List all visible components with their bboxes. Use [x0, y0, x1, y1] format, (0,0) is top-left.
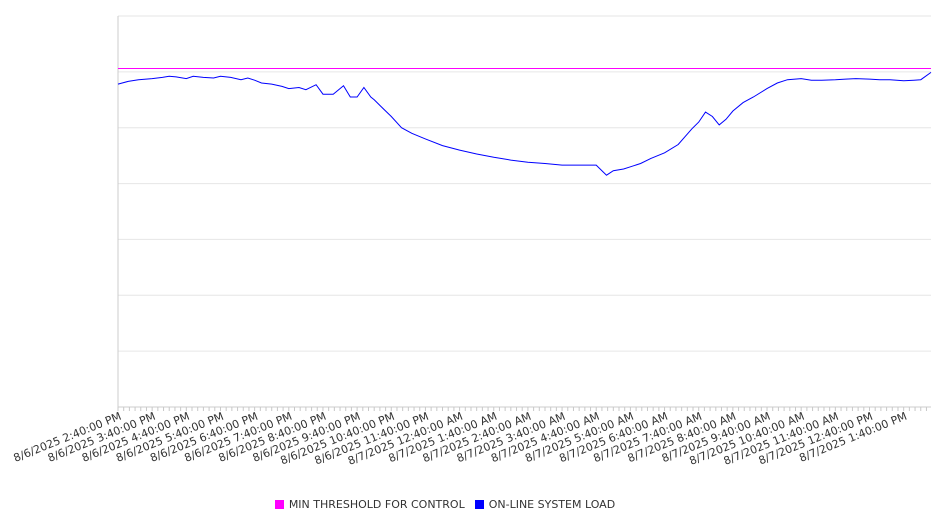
legend-item-system-load[interactable]: ON-LINE SYSTEM LOAD	[474, 498, 616, 511]
legend-item-threshold[interactable]: MIN THRESHOLD FOR CONTROL	[274, 498, 465, 511]
series-group	[117, 68, 932, 176]
legend-label-threshold: MIN THRESHOLD FOR CONTROL	[288, 498, 465, 511]
legend-label-system-load: ON-LINE SYSTEM LOAD	[488, 498, 616, 511]
legend: MIN THRESHOLD FOR CONTROL ON-LINE SYSTEM…	[0, 498, 890, 511]
legend-swatch-threshold	[274, 500, 284, 509]
legend-swatch-system-load	[474, 500, 484, 509]
system-load-line	[117, 71, 932, 176]
grid	[118, 15, 931, 352]
minor-ticks	[117, 407, 927, 411]
x-tick-labels: 8/6/2025 2:40:00 PM8/6/2025 3:40:00 PM8/…	[12, 410, 909, 468]
